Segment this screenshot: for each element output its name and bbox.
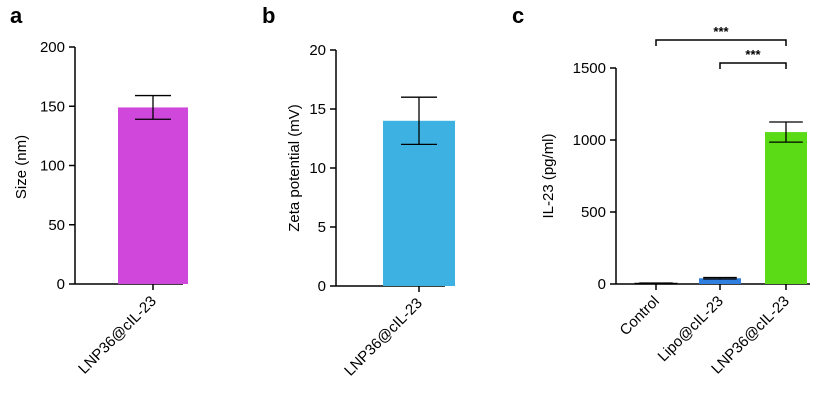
bar-LNP36@cIL-23 (383, 120, 455, 286)
y-tick-label: 200 (40, 39, 65, 56)
y-tick-label: 20 (309, 42, 326, 59)
chart-panel-a: a 0 50 100 150 200 Size (nm) LNP36@cIL-23 (10, 3, 188, 378)
y-axis-title: IL-23 (pg/ml) (540, 133, 557, 218)
y-tick-label: 0 (57, 276, 65, 293)
panel-label: c (512, 3, 524, 28)
significance-bracket (655, 39, 787, 46)
y-tick-label: 5 (318, 219, 326, 236)
y-tick-label: 10 (309, 160, 326, 177)
bar-LNP36@cIL-23 (765, 132, 807, 284)
bar-Lipo@cIL-23 (699, 278, 741, 284)
x-tick-label: LNP36@cIL-23 (75, 293, 160, 378)
significance-label: *** (745, 47, 761, 62)
y-tick-label: 0 (318, 278, 326, 295)
significance-label: *** (713, 24, 729, 39)
x-tick-label: Control (617, 293, 663, 339)
y-tick-label: 100 (40, 158, 65, 175)
y-axis-title: Zeta potential (mV) (286, 104, 303, 232)
y-tick-label: 15 (309, 101, 326, 118)
chart-panel-b: b 0 5 10 15 20 Zeta potential (mV) LNP36@cIL-23 (262, 3, 455, 380)
panel-label: b (262, 3, 275, 28)
x-tick-label: Lipo@cIL-23 (655, 293, 727, 365)
y-tick-label: 1000 (573, 132, 606, 149)
y-tick-label: 0 (598, 276, 606, 293)
x-tick-label: LNP36@cIL-23 (341, 295, 426, 380)
bar-LNP36@cIL-23 (118, 107, 188, 284)
chart-panel-c: c 0 500 1000 1500 IL-23 (pg/ml) ControlLipo@cI… (512, 3, 810, 378)
panel-label: a (10, 3, 23, 28)
y-axis-title: Size (nm) (13, 135, 30, 199)
y-tick-label: 150 (40, 98, 65, 115)
y-tick-label: 500 (581, 204, 606, 221)
significance-bracket (719, 62, 787, 69)
y-tick-label: 50 (48, 217, 65, 234)
y-tick-label: 1500 (573, 60, 606, 77)
